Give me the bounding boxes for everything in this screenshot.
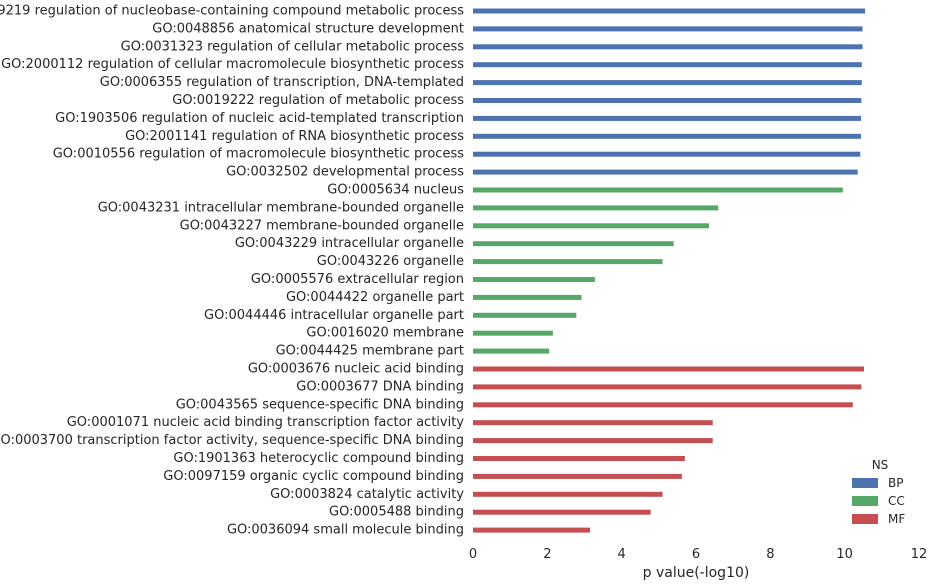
bar-cc (473, 330, 553, 336)
x-tick-label: 10 (836, 547, 853, 562)
category-label: GO:0003676 nucleic acid binding (248, 362, 464, 377)
bar-bp (473, 80, 862, 86)
bar-cc (473, 241, 674, 247)
category-label: GO:1901363 heterocyclic compound binding (173, 451, 464, 466)
category-label: GO:0032502 developmental process (226, 165, 464, 180)
category-label: GO:0043565 sequence-specific DNA binding (176, 397, 464, 412)
category-label: GO:0031323 regulation of cellular metabo… (121, 39, 465, 54)
bar-bp (473, 133, 862, 139)
bar-bp (473, 98, 862, 103)
bar-mf (473, 402, 853, 408)
category-label: GO:2001141 regulation of RNA biosyntheti… (125, 129, 464, 144)
category-label: GO:0019222 regulation of metabolic proce… (172, 93, 464, 108)
bar-bp (473, 151, 861, 157)
bar-cc (473, 294, 582, 300)
category-label: GO:0005488 binding (329, 505, 464, 520)
bar-cc (473, 187, 843, 193)
legend-label-cc: CC (888, 494, 905, 508)
category-label: GO:2000112 regulation of cellular macrom… (1, 57, 464, 72)
bar-bp (473, 62, 862, 68)
bar-mf (473, 509, 651, 515)
x-axis-title: p value(-log10) (643, 565, 750, 581)
x-tick-label: 8 (766, 547, 774, 562)
category-label: GO:0043229 intracellular organelle (235, 236, 464, 251)
legend-swatch-cc (852, 496, 878, 506)
bar-mf (473, 473, 682, 479)
bar-bp (473, 115, 862, 121)
category-label: GO:0005576 extracellular region (251, 272, 464, 287)
category-label: GO:0044425 membrane part (276, 344, 464, 359)
bar-cc (473, 205, 719, 211)
bar-cc (473, 277, 595, 282)
bar-bp (473, 44, 863, 50)
bar-cc (473, 259, 663, 265)
bar-mf (473, 420, 713, 426)
bar-mf (473, 491, 663, 497)
bar-mf (473, 527, 591, 533)
bar-cc (473, 223, 710, 229)
bars-group (473, 8, 866, 533)
bar-mf (473, 438, 713, 444)
legend-title: NS (872, 458, 889, 472)
bar-bp (473, 169, 858, 175)
bar-mf (473, 366, 864, 372)
bar-bp (473, 8, 866, 14)
legend-swatch-mf (852, 514, 878, 524)
category-label: GO:0044422 organelle part (286, 290, 464, 305)
x-tick-label: 2 (543, 547, 551, 562)
bar-bp (473, 26, 863, 32)
category-label: GO:0016020 membrane (306, 326, 464, 341)
bar-cc (473, 312, 577, 318)
x-tick-label: 4 (618, 547, 626, 562)
x-tick-label: 6 (692, 547, 700, 562)
x-axis-ticks-group: 0 2 4 6 8 10 12 (469, 547, 927, 562)
category-label: GO:0003824 catalytic activity (270, 487, 464, 502)
category-label: GO:0048856 anatomical structure developm… (152, 21, 464, 36)
category-label: GO:0043231 intracellular membrane-bounde… (98, 200, 464, 215)
category-label: GO:0005634 nucleus (327, 183, 464, 198)
category-label: GO:0001071 nucleic acid binding transcri… (67, 415, 465, 430)
legend: NS BP CC MF (852, 458, 905, 526)
category-label: GO:0010556 regulation of macromolecule b… (53, 147, 464, 162)
legend-swatch-bp (852, 478, 878, 488)
category-label: GO:0044446 intracellular organelle part (204, 308, 464, 323)
category-labels-group: GO:0019219 regulation of nucleobase-cont… (0, 4, 464, 538)
x-tick-label: 0 (469, 547, 477, 562)
x-tick-label: 12 (911, 547, 928, 562)
category-label: GO:0043226 organelle (317, 254, 464, 269)
bar-mf (473, 456, 685, 461)
category-label: GO:0036094 small molecule binding (227, 523, 464, 538)
category-label: GO:0006355 regulation of transcription, … (100, 75, 464, 90)
category-label: GO:0003677 DNA binding (296, 379, 464, 394)
category-label: GO:0043227 membrane-bounded organelle (180, 218, 464, 233)
legend-label-bp: BP (888, 476, 903, 490)
legend-label-mf: MF (888, 512, 905, 526)
bar-cc (473, 348, 550, 354)
category-label: GO:1903506 regulation of nucleic acid-te… (55, 111, 464, 126)
bar-mf (473, 384, 862, 390)
category-label: GO:0019219 regulation of nucleobase-cont… (0, 4, 464, 19)
category-label: GO:0003700 transcription factor activity… (0, 433, 464, 448)
category-label: GO:0097159 organic cyclic compound bindi… (163, 469, 464, 484)
